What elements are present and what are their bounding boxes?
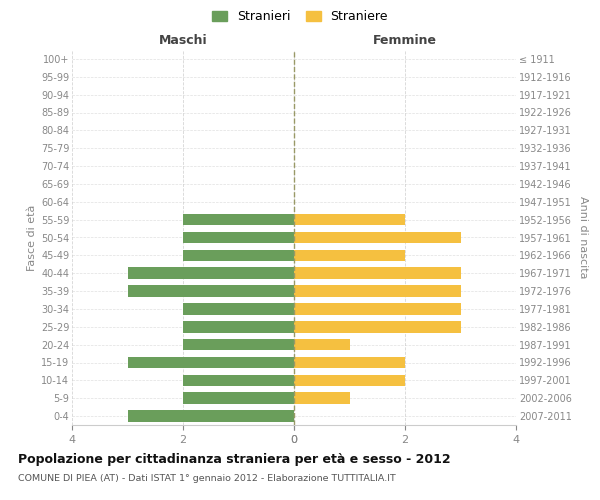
Bar — [183, 214, 294, 226]
Bar — [183, 250, 294, 261]
Bar — [183, 321, 294, 332]
Bar — [183, 339, 294, 350]
Bar — [183, 374, 294, 386]
Legend: Stranieri, Straniere: Stranieri, Straniere — [208, 6, 392, 26]
Bar — [294, 214, 405, 226]
Bar — [128, 356, 294, 368]
Y-axis label: Anni di nascita: Anni di nascita — [578, 196, 589, 279]
Title: Femmine: Femmine — [373, 34, 437, 48]
Bar — [183, 392, 294, 404]
Bar — [294, 356, 405, 368]
Bar — [294, 268, 461, 279]
Bar — [294, 374, 405, 386]
Bar — [128, 410, 294, 422]
Bar — [294, 339, 349, 350]
Bar — [128, 286, 294, 297]
Bar — [294, 232, 461, 243]
Bar — [294, 303, 461, 314]
Text: Popolazione per cittadinanza straniera per età e sesso - 2012: Popolazione per cittadinanza straniera p… — [18, 452, 451, 466]
Bar — [294, 286, 461, 297]
Text: COMUNE DI PIEA (AT) - Dati ISTAT 1° gennaio 2012 - Elaborazione TUTTITALIA.IT: COMUNE DI PIEA (AT) - Dati ISTAT 1° genn… — [18, 474, 396, 483]
Bar — [294, 250, 405, 261]
Title: Maschi: Maschi — [158, 34, 208, 48]
Bar — [183, 303, 294, 314]
Bar — [128, 268, 294, 279]
Bar — [183, 232, 294, 243]
Bar — [294, 321, 461, 332]
Y-axis label: Fasce di età: Fasce di età — [26, 204, 37, 270]
Bar — [294, 392, 349, 404]
